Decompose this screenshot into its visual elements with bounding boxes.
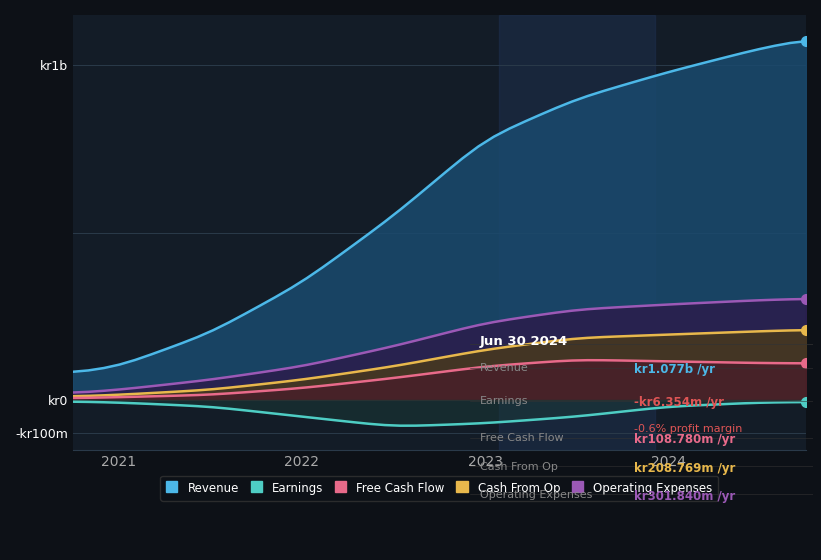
Text: Operating Expenses: Operating Expenses xyxy=(480,489,592,500)
Text: kr1.077b /yr: kr1.077b /yr xyxy=(635,363,715,376)
Text: Free Cash Flow: Free Cash Flow xyxy=(480,433,563,444)
Text: kr108.780m /yr: kr108.780m /yr xyxy=(635,433,736,446)
Text: Earnings: Earnings xyxy=(480,396,529,406)
Text: kr208.769m /yr: kr208.769m /yr xyxy=(635,461,736,474)
Bar xyxy=(499,15,655,450)
Text: -0.6% profit margin: -0.6% profit margin xyxy=(635,424,743,434)
Text: Revenue: Revenue xyxy=(480,363,529,373)
Text: Jun 30 2024: Jun 30 2024 xyxy=(480,335,568,348)
Legend: Revenue, Earnings, Free Cash Flow, Cash From Op, Operating Expenses: Revenue, Earnings, Free Cash Flow, Cash … xyxy=(160,476,718,501)
Text: kr301.840m /yr: kr301.840m /yr xyxy=(635,489,736,503)
Text: Cash From Op: Cash From Op xyxy=(480,461,557,472)
Text: -kr6.354m /yr: -kr6.354m /yr xyxy=(635,396,724,409)
